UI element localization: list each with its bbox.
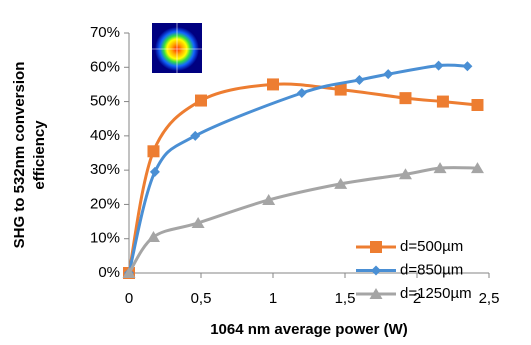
marker bbox=[147, 145, 160, 158]
marker bbox=[334, 83, 347, 96]
x-tick-label: 1,5 bbox=[335, 290, 356, 307]
marker bbox=[436, 95, 449, 108]
legend-marker bbox=[370, 241, 382, 253]
x-tick-label: 1 bbox=[269, 290, 277, 307]
marker bbox=[433, 60, 444, 71]
marker bbox=[262, 193, 276, 205]
y-axis-label: efficiency bbox=[31, 120, 48, 190]
legend-label: d=500µm bbox=[400, 238, 463, 255]
marker bbox=[146, 231, 160, 242]
marker bbox=[267, 78, 279, 91]
y-axis-label: SHG to 532nm conversion bbox=[11, 62, 28, 249]
marker bbox=[354, 74, 365, 85]
x-axis-label: 1064 nm average power (W) bbox=[210, 321, 408, 338]
legend-marker bbox=[371, 265, 381, 276]
series-line bbox=[127, 166, 478, 274]
marker bbox=[399, 92, 412, 105]
y-tick-label: 40% bbox=[90, 127, 120, 144]
marker bbox=[334, 177, 348, 189]
y-tick-label: 20% bbox=[90, 195, 120, 212]
y-tick-label: 70% bbox=[90, 24, 120, 41]
y-tick-label: 0% bbox=[98, 264, 120, 281]
marker bbox=[122, 267, 136, 278]
marker bbox=[462, 61, 473, 72]
marker bbox=[383, 69, 394, 80]
y-tick-label: 50% bbox=[90, 93, 120, 110]
legend-marker bbox=[369, 288, 383, 299]
x-tick-label: 2 bbox=[413, 290, 421, 307]
y-tick-label: 60% bbox=[90, 58, 120, 75]
marker bbox=[296, 88, 307, 98]
marker bbox=[190, 130, 201, 141]
marker bbox=[433, 162, 447, 174]
legend-label: d=850µm bbox=[400, 261, 463, 278]
marker bbox=[470, 162, 484, 174]
x-tick-label: 0 bbox=[125, 290, 133, 307]
marker bbox=[149, 166, 160, 177]
marker bbox=[398, 168, 412, 180]
x-tick-label: 0,5 bbox=[191, 290, 212, 307]
x-tick-label: 2,5 bbox=[479, 290, 500, 307]
marker bbox=[191, 216, 205, 228]
beam-inset bbox=[152, 23, 202, 73]
y-tick-label: 10% bbox=[90, 230, 120, 247]
legend-label: d=1250µm bbox=[400, 285, 472, 302]
y-tick-label: 30% bbox=[90, 161, 120, 178]
marker bbox=[195, 94, 207, 107]
marker bbox=[471, 99, 484, 111]
